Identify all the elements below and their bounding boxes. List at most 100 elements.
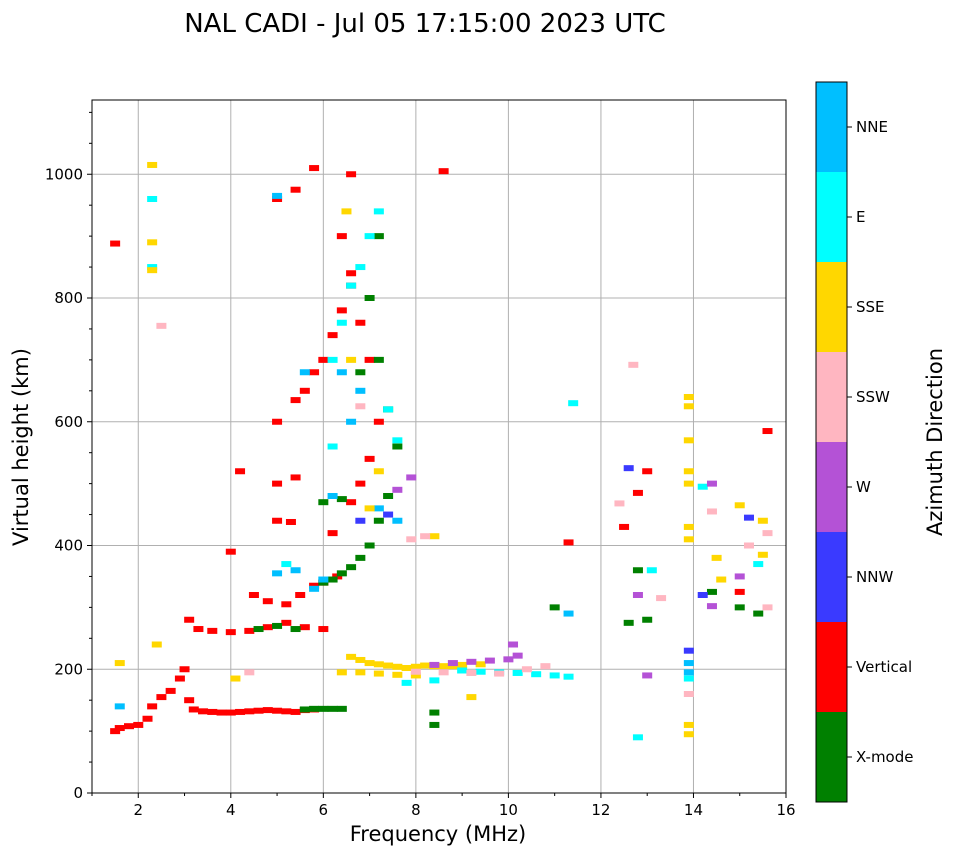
echo-point: [216, 709, 227, 716]
echo-point: [225, 629, 236, 636]
echo-point: [410, 668, 421, 675]
x-tick-label: 16: [776, 801, 795, 819]
echo-point: [706, 480, 717, 487]
echo-point: [420, 533, 431, 540]
echo-point: [332, 573, 343, 580]
echo-point: [327, 530, 338, 537]
echo-point: [318, 499, 329, 506]
echo-point: [230, 675, 241, 682]
echo-point: [272, 480, 283, 487]
echo-point: [373, 670, 384, 677]
echo-point: [364, 233, 375, 240]
echo-point: [392, 486, 403, 493]
echo-point: [235, 468, 246, 475]
echo-point: [683, 437, 694, 444]
y-tick-label: 600: [54, 413, 83, 431]
echo-point: [147, 267, 158, 274]
echo-point: [346, 356, 357, 363]
echo-point: [642, 468, 653, 475]
echo-point: [683, 660, 694, 667]
echo-point: [706, 588, 717, 595]
x-tick-label: 6: [319, 801, 329, 819]
echo-point: [290, 708, 301, 715]
echo-point: [429, 721, 440, 728]
echo-point: [457, 661, 468, 668]
echo-point: [281, 561, 292, 568]
echo-point: [355, 319, 366, 326]
echo-point: [508, 641, 519, 648]
echo-point: [632, 592, 643, 598]
echo-point: [184, 616, 195, 623]
x-tick-label: 8: [411, 801, 421, 819]
echo-point: [392, 663, 403, 670]
x-axis-ticks: 2 4 6 8 10 12 14 16: [91, 793, 796, 819]
echo-point: [549, 672, 560, 679]
echo-point: [179, 666, 190, 673]
echo-point: [373, 517, 384, 524]
echo-point: [281, 708, 292, 715]
echo-point: [406, 474, 417, 481]
echo-point: [355, 669, 366, 676]
echo-point: [156, 322, 167, 329]
y-tick-label: 400: [54, 537, 83, 555]
x-axis-label: Frequency (MHz): [350, 822, 526, 846]
echo-point: [364, 505, 375, 512]
echo-point: [281, 619, 292, 626]
echo-point: [346, 564, 357, 571]
echo-point: [762, 428, 773, 435]
echo-point: [147, 239, 158, 246]
echo-point: [309, 705, 320, 712]
colorbar-frame: [815, 81, 848, 803]
echo-point: [549, 604, 560, 611]
echo-point: [563, 539, 574, 546]
echo-point: [225, 548, 236, 555]
echo-point: [114, 660, 125, 667]
colorbar-tick-label: SSE: [856, 298, 885, 316]
echo-point: [438, 663, 449, 670]
echo-point: [318, 576, 329, 583]
echo-point: [447, 663, 458, 670]
echo-point: [253, 626, 264, 633]
echo-point: [383, 662, 394, 669]
echo-point: [401, 665, 412, 672]
echo-point: [757, 551, 768, 558]
echo-point: [299, 624, 310, 631]
echo-point: [346, 499, 357, 506]
echo-point: [336, 496, 347, 503]
echo-point: [114, 703, 125, 710]
echo-point: [706, 508, 717, 515]
echo-point: [540, 663, 551, 670]
colorbar-tick-label: NNE: [856, 118, 888, 136]
echo-point: [383, 511, 394, 518]
echo-point: [346, 418, 357, 425]
echo-point: [336, 705, 347, 712]
colorbar-tick-label: SSW: [856, 388, 890, 406]
echo-point: [632, 734, 643, 741]
echo-point: [133, 721, 144, 728]
echo-point: [429, 677, 440, 684]
echo-point: [327, 705, 338, 712]
echo-point: [336, 307, 347, 314]
echo-point: [193, 626, 204, 633]
colorbar-tick-label: W: [856, 478, 871, 496]
echo-point: [512, 652, 523, 659]
echo-point: [373, 208, 384, 215]
echo-point: [272, 570, 283, 577]
echo-point: [563, 673, 574, 680]
echo-point: [683, 731, 694, 738]
echo-point: [290, 567, 301, 574]
echo-point: [207, 627, 218, 634]
echo-point: [466, 669, 477, 676]
echo-point: [373, 505, 384, 512]
echo-point: [327, 493, 338, 499]
echo-point: [392, 517, 403, 524]
echo-point: [327, 576, 338, 583]
colorbar-tick-label: X-mode: [856, 748, 913, 766]
echo-point: [457, 667, 468, 674]
echo-point: [285, 518, 296, 525]
y-tick-label: 200: [54, 660, 83, 678]
echo-point: [475, 668, 486, 675]
echo-point: [410, 663, 421, 670]
echo-point: [244, 708, 255, 715]
